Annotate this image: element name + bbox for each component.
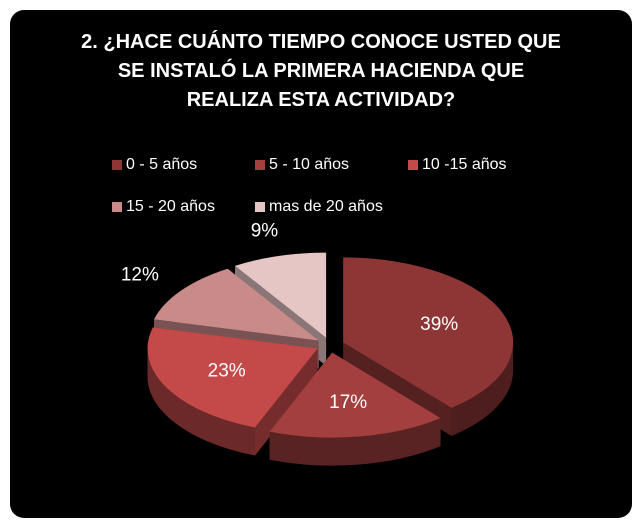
- slice-edge: [451, 342, 514, 436]
- legend-label: 10 -15 años: [422, 156, 507, 173]
- legend-swatch: [255, 202, 265, 212]
- slice-edge: [147, 348, 255, 456]
- data-label: 17%: [329, 392, 367, 413]
- legend-label: mas de 20 años: [269, 198, 383, 215]
- legend-swatch: [408, 160, 418, 170]
- slice: [154, 268, 319, 341]
- legend-swatch: [112, 160, 122, 170]
- slice-wall: [254, 348, 318, 456]
- slice: [343, 257, 514, 408]
- legend-swatch: [255, 160, 265, 170]
- legend-swatch: [112, 202, 122, 212]
- slice-edge: [269, 418, 441, 466]
- slice: [235, 252, 327, 338]
- legend-label: 15 - 20 años: [126, 198, 215, 215]
- data-label: 39%: [420, 314, 458, 335]
- chart-title: 2. ¿HACE CUÁNTO TIEMPO CONOCE USTED QUE …: [81, 31, 561, 111]
- slice: [147, 327, 318, 428]
- slice: [269, 352, 441, 438]
- data-label: 12%: [121, 265, 159, 286]
- legend-label: 5 - 10 años: [269, 156, 349, 173]
- legend-label: 0 - 5 años: [126, 156, 197, 173]
- data-label: 9%: [251, 221, 279, 242]
- data-label: 23%: [208, 361, 246, 382]
